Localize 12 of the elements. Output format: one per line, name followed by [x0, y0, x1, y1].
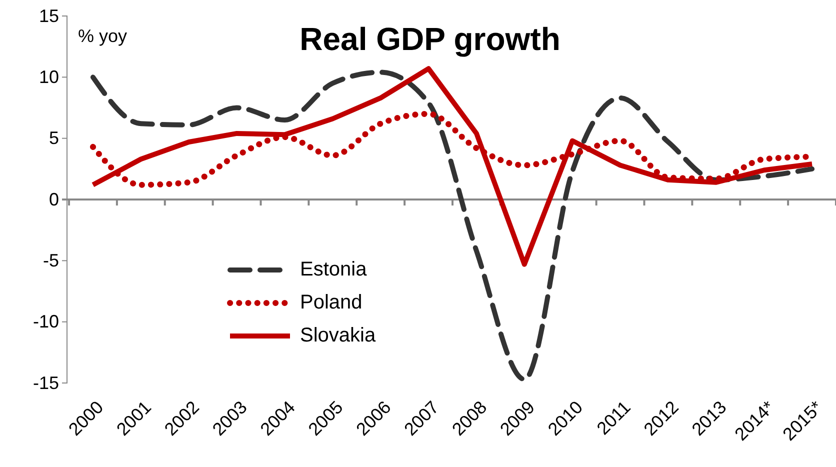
- chart-title: Real GDP growth: [300, 21, 560, 57]
- y-axis-title: % yoy: [78, 26, 128, 46]
- y-tick-label: -15: [32, 372, 59, 393]
- y-tick-label: -5: [42, 250, 59, 270]
- y-tick-label: 10: [38, 66, 59, 87]
- y-tick-label: 0: [48, 189, 59, 210]
- y-tick-label: 15: [38, 6, 59, 26]
- legend-label: Estonia: [300, 258, 368, 280]
- legend-label: Poland: [300, 291, 362, 314]
- legend-label: Slovakia: [300, 324, 376, 346]
- y-tick-label: 5: [48, 128, 59, 148]
- y-tick-label: -10: [32, 312, 59, 332]
